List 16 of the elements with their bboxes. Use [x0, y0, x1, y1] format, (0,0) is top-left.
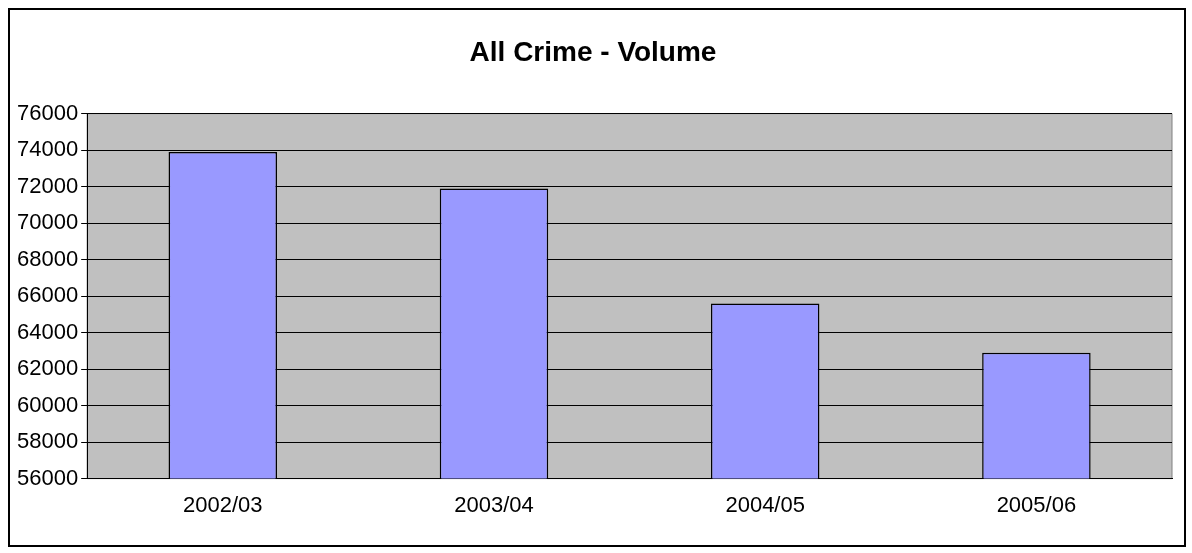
chart-title: All Crime - Volume [469, 35, 717, 67]
y-tick-label: 72000 [16, 172, 79, 198]
y-tick-label: 60000 [16, 391, 79, 417]
y-tick-label: 64000 [16, 318, 79, 344]
x-tick-label: 2002/03 [183, 491, 263, 517]
x-tick-label: 2004/05 [725, 491, 805, 517]
y-tick-label: 56000 [16, 464, 79, 490]
y-tick-label: 74000 [16, 136, 79, 162]
y-tick-label: 76000 [16, 99, 79, 125]
x-tick-label: 2005/06 [996, 491, 1077, 517]
y-tick-label: 58000 [16, 428, 79, 454]
y-tick-label: 68000 [16, 245, 79, 271]
y-tick-label: 62000 [16, 355, 79, 381]
y-tick-label: 70000 [16, 209, 79, 235]
y-tick-label: 66000 [16, 282, 79, 308]
x-tick-label: 2003/04 [454, 491, 534, 517]
